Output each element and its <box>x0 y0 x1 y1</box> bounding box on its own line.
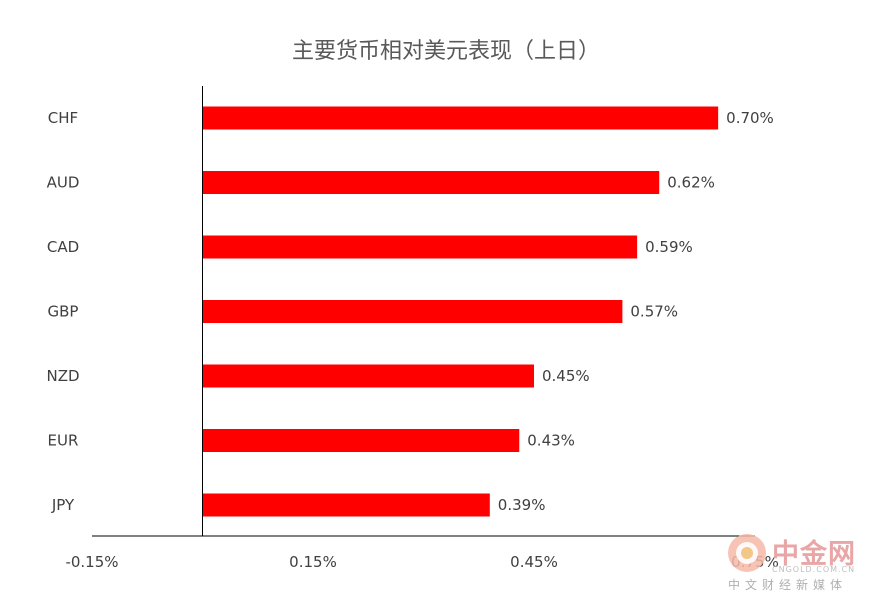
data-label-eur: 0.43% <box>527 432 575 450</box>
bar-eur <box>202 429 520 452</box>
bar-aud <box>202 171 660 194</box>
cngold-logo-icon <box>728 534 766 572</box>
chart-title: 主要货币相对美元表现（上日） <box>292 39 600 64</box>
bar-gbp <box>202 300 623 323</box>
data-label-cad: 0.59% <box>645 238 693 256</box>
data-label-jpy: 0.39% <box>498 496 546 514</box>
category-label-cad: CAD <box>47 238 79 256</box>
category-label-nzd: NZD <box>46 367 79 385</box>
watermark-domain: CNGOLD.COM.CN <box>772 565 856 574</box>
bars-group <box>202 106 719 517</box>
bar-jpy <box>202 493 490 517</box>
category-label-gbp: GBP <box>48 303 79 321</box>
bar-nzd <box>202 364 534 388</box>
data-label-gbp: 0.57% <box>630 303 678 321</box>
watermark-name: 中金网 <box>772 539 856 570</box>
x-tick-label: 0.15% <box>289 553 337 571</box>
x-tick-label: 0.45% <box>510 553 558 571</box>
category-labels: CHF AUD CAD GBP NZD EUR JPY <box>46 109 79 514</box>
watermark-logo: 中金网 CNGOLD.COM.CN 中文财经新媒体 <box>722 528 872 594</box>
data-labels: 0.70% 0.62% 0.59% 0.57% 0.45% 0.43% 0.39% <box>498 109 774 514</box>
data-label-aud: 0.62% <box>667 174 715 192</box>
category-label-eur: EUR <box>48 432 79 450</box>
x-tick-labels: -0.15%0.15%0.45%0.75% <box>65 553 778 571</box>
watermark-slogan: 中文财经新媒体 <box>728 578 848 592</box>
bar-chf <box>202 106 719 130</box>
data-label-nzd: 0.45% <box>542 367 590 385</box>
category-label-aud: AUD <box>47 174 80 192</box>
category-label-jpy: JPY <box>51 496 75 514</box>
category-label-chf: CHF <box>48 109 78 127</box>
data-label-chf: 0.70% <box>726 109 774 127</box>
x-tick-label: -0.15% <box>65 553 118 571</box>
bar-cad <box>202 235 638 259</box>
